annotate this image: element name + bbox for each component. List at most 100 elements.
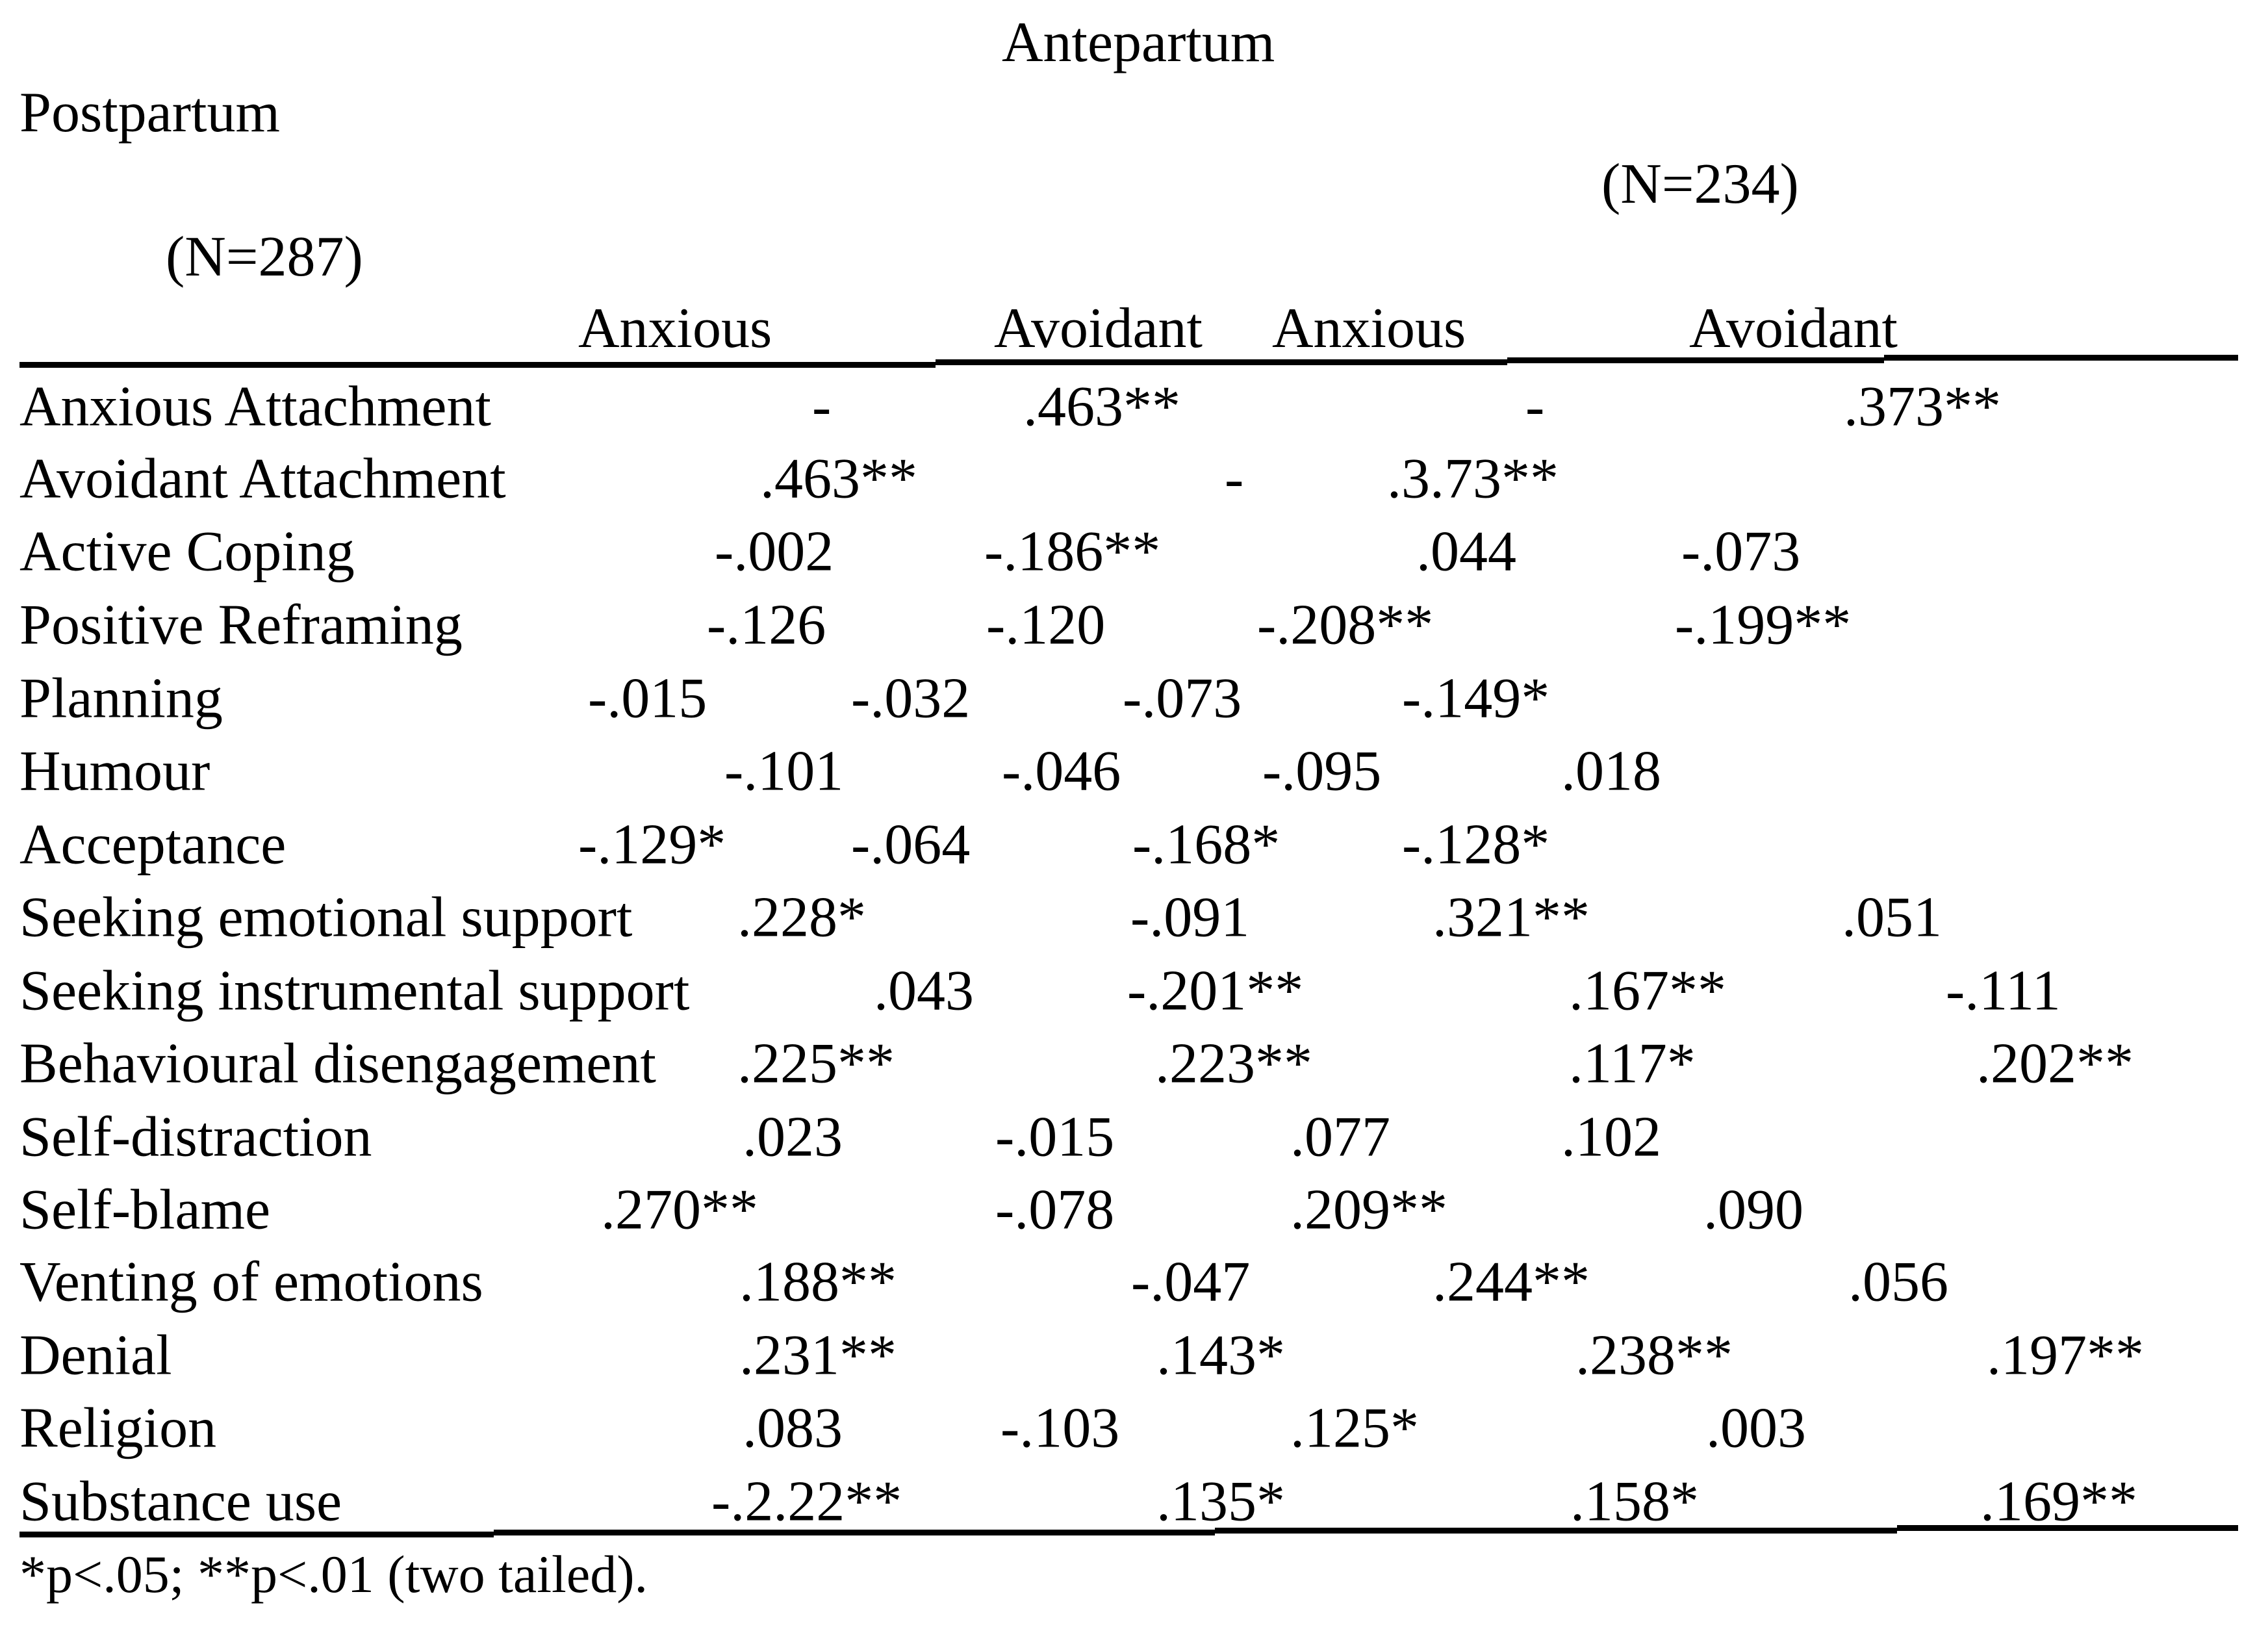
cell-value: .125* (1290, 1396, 1419, 1460)
bottom-rule-segment (19, 1532, 494, 1537)
cell-value: .077 (1290, 1105, 1390, 1169)
row-label: Seeking instrumental support (19, 959, 690, 1023)
table-row: Religion .083 -.103 .125* .003 (0, 1392, 2268, 1465)
cell-value: -.032 (851, 667, 971, 730)
cell-value: -.046 (1002, 739, 1121, 803)
cell-value: -.208** (1257, 593, 1434, 657)
antepartum-sample-size: (N=234) (1601, 153, 1799, 216)
cell-value: -.128* (1402, 813, 1550, 877)
row-label: Anxious Attachment (19, 375, 491, 439)
row-label: Religion (19, 1396, 217, 1460)
bottom-rule-segment (1215, 1528, 1897, 1534)
cell-value: -.101 (724, 739, 844, 803)
cell-value: .003 (1706, 1396, 1806, 1460)
bottom-rule-segment (1897, 1525, 2238, 1531)
table-row: Humour -.101 -.046 -.095 .018 (0, 735, 2268, 808)
table-row: Substance use -.2.22** .135* .158* .169*… (0, 1465, 2268, 1538)
cell-value: - (1525, 375, 1545, 439)
table-row: Seeking instrumental support .043 -.201*… (0, 955, 2268, 1027)
postpartum-sample-size: (N=287) (166, 225, 363, 289)
cell-value: -.091 (1130, 886, 1250, 949)
cell-value: -.120 (986, 593, 1106, 657)
cell-value: .167** (1569, 959, 1726, 1023)
bottom-rule-segment (494, 1530, 1215, 1535)
cell-value: -.199** (1675, 593, 1852, 657)
cell-value: .463** (1023, 375, 1180, 439)
cell-value: .228* (737, 886, 866, 949)
cell-value: - (812, 375, 832, 439)
cell-value: .209** (1290, 1178, 1447, 1242)
cell-value: .373** (1844, 375, 2001, 439)
cell-value: .225** (737, 1032, 895, 1096)
significance-footnote: *p<.05; **p<.01 (two tailed). (19, 1545, 648, 1604)
cell-value: .018 (1561, 739, 1661, 803)
cell-value: -.111 (1946, 959, 2061, 1023)
table-row: Positive Reframing -.126 -.120 -.208** -… (0, 589, 2268, 661)
cell-value: .117* (1569, 1032, 1696, 1096)
cell-value: .231** (739, 1324, 897, 1387)
row-label: Avoidant Attachment (19, 447, 506, 511)
cell-value: -.168* (1132, 813, 1281, 877)
cell-value: -.2.22** (711, 1470, 902, 1534)
cell-value: -.015 (588, 667, 707, 730)
cell-value: -.201** (1127, 959, 1304, 1023)
row-label: Seeking emotional support (19, 886, 633, 949)
cell-value: .090 (1703, 1178, 1803, 1242)
row-label: Venting of emotions (19, 1250, 483, 1314)
col-header-postpartum-avoidant: Avoidant (994, 297, 1203, 360)
row-label: Active Coping (19, 520, 355, 584)
cell-value: .188** (739, 1250, 897, 1314)
cell-value: .223** (1155, 1032, 1312, 1096)
table-row: Avoidant Attachment .463** - .3.73** (0, 443, 2268, 515)
cell-value: -.126 (707, 593, 826, 657)
cell-value: .056 (1848, 1250, 1948, 1314)
header-rule-segment (1884, 355, 2238, 361)
cell-value: - (1225, 447, 1244, 511)
table-row: Anxious Attachment - .463** - .373** (0, 370, 2268, 443)
row-label: Self-distraction (19, 1105, 372, 1169)
row-label: Substance use (19, 1470, 342, 1534)
cell-value: .270** (601, 1178, 758, 1242)
table-row: Venting of emotions .188** -.047 .244** … (0, 1246, 2268, 1318)
table-row: Self-blame .270** -.078 .209** .090 (0, 1174, 2268, 1246)
cell-value: .3.73** (1387, 447, 1559, 511)
cell-value: -.186** (984, 520, 1161, 584)
table-row: Planning -.015 -.032 -.073 -.149* (0, 662, 2268, 735)
cell-value: .244** (1433, 1250, 1590, 1314)
table-row: Seeking emotional support .228* -.091 .3… (0, 881, 2268, 954)
cell-value: -.064 (851, 813, 971, 877)
cell-value: -.149* (1402, 667, 1550, 730)
cell-value: -.095 (1262, 739, 1382, 803)
table-row: Self-distraction .023 -.015 .077 .102 (0, 1101, 2268, 1174)
cell-value: .238** (1575, 1324, 1733, 1387)
row-label: Planning (19, 667, 223, 730)
cell-value: .135* (1156, 1470, 1285, 1534)
cell-value: -.073 (1681, 520, 1801, 584)
cell-value: .197** (1987, 1324, 2144, 1387)
table-row: Behavioural disengagement .225** .223** … (0, 1027, 2268, 1100)
cell-value: -.073 (1123, 667, 1242, 730)
antepartum-group-title: Antepartum (1002, 11, 1275, 74)
col-header-postpartum-anxious: Anxious (578, 297, 772, 360)
cell-value: .169** (1980, 1470, 2137, 1534)
cell-value: .044 (1416, 520, 1516, 584)
cell-value: .158* (1570, 1470, 1699, 1534)
row-label: Acceptance (19, 813, 287, 877)
cell-value: .023 (743, 1105, 843, 1169)
cell-value: -.078 (995, 1178, 1115, 1242)
table-row: Acceptance -.129* -.064 -.168* -.128* (0, 808, 2268, 881)
cell-value: -.015 (995, 1105, 1115, 1169)
cell-value: .102 (1561, 1105, 1661, 1169)
row-label: Denial (19, 1324, 172, 1387)
cell-value: -.002 (715, 520, 834, 584)
cell-value: .202** (1976, 1032, 2134, 1096)
cell-value: .083 (743, 1396, 843, 1460)
cell-value: .463** (760, 447, 917, 511)
table-row: Denial .231** .143* .238** .197** (0, 1319, 2268, 1392)
postpartum-group-title: Postpartum (19, 81, 280, 144)
header-rule-segment (19, 362, 936, 368)
cell-value: .321** (1433, 886, 1590, 949)
row-label: Positive Reframing (19, 593, 463, 657)
cell-value: -.129* (578, 813, 726, 877)
